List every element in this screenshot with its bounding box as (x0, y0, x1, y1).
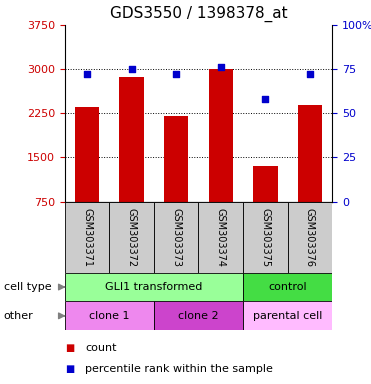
Text: GSM303373: GSM303373 (171, 208, 181, 266)
Point (84, 71, 90, 78)
Bar (65, 273, 243, 301)
Text: GSM303372: GSM303372 (127, 208, 137, 266)
Text: other: other (4, 311, 33, 321)
Point (262, 96, 268, 102)
Text: percentile rank within the sample: percentile rank within the sample (85, 364, 273, 374)
Text: GLI1 transformed: GLI1 transformed (105, 282, 203, 292)
Text: clone 2: clone 2 (178, 311, 219, 321)
Text: GSM303374: GSM303374 (216, 208, 226, 266)
Bar (288, 202, 332, 273)
Point (307, 71, 313, 78)
Bar (154, 301, 243, 330)
Point (129, 66, 135, 72)
Text: cell type: cell type (4, 282, 51, 292)
Bar (198, 202, 243, 273)
Bar (243, 202, 288, 273)
Bar (154, 202, 198, 273)
Point (173, 71, 179, 78)
Text: count: count (85, 343, 117, 353)
Point (218, 64, 224, 70)
Text: parental cell: parental cell (253, 311, 322, 321)
Title: GDS3550 / 1398378_at: GDS3550 / 1398378_at (110, 6, 287, 22)
Text: GSM303371: GSM303371 (82, 208, 92, 266)
Bar (253, 166, 278, 202)
Text: ■: ■ (65, 343, 74, 353)
Bar (109, 202, 154, 273)
Bar (243, 273, 332, 301)
Text: ■: ■ (65, 364, 74, 374)
Text: control: control (268, 282, 307, 292)
Bar (65, 301, 154, 330)
Bar (65, 202, 109, 273)
Bar (209, 69, 233, 202)
Text: GSM303375: GSM303375 (260, 208, 270, 266)
Bar (75, 108, 99, 202)
Bar (243, 301, 332, 330)
Text: GSM303376: GSM303376 (305, 208, 315, 266)
Bar (298, 105, 322, 202)
Text: clone 1: clone 1 (89, 311, 130, 321)
Bar (164, 116, 188, 202)
Bar (119, 77, 144, 202)
